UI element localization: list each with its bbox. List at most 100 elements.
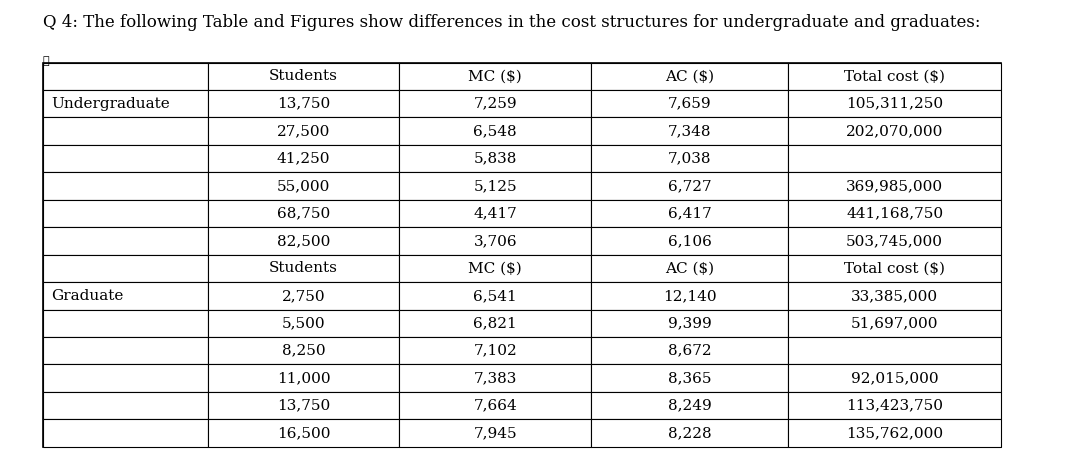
Bar (591, 392, 788, 419)
Text: 7,102: 7,102 (473, 344, 518, 358)
Text: 369,985,000: 369,985,000 (846, 179, 944, 193)
Bar (591, 63, 788, 90)
Bar (208, 392, 399, 419)
Text: 4,417: 4,417 (473, 206, 518, 220)
Text: 6,821: 6,821 (473, 316, 518, 330)
Text: MC ($): MC ($) (469, 69, 522, 83)
Text: 82,500: 82,500 (277, 234, 330, 248)
Bar (43, 90, 208, 118)
Bar (43, 337, 208, 364)
Bar (788, 419, 1001, 447)
Bar (591, 118, 788, 145)
Text: 5,838: 5,838 (474, 151, 517, 166)
Text: Students: Students (269, 69, 338, 83)
Bar (208, 419, 399, 447)
Bar (788, 310, 1001, 337)
Text: 11,000: 11,000 (277, 371, 330, 385)
Bar (208, 255, 399, 282)
Bar (591, 200, 788, 227)
Bar (208, 63, 399, 90)
Bar (591, 90, 788, 118)
Text: 8,249: 8,249 (668, 399, 711, 413)
Text: ➕: ➕ (43, 56, 49, 66)
Text: 2,750: 2,750 (282, 289, 325, 303)
Bar (591, 364, 788, 392)
Text: 6,417: 6,417 (668, 206, 711, 220)
Bar (43, 419, 208, 447)
Bar (43, 63, 208, 90)
Bar (208, 200, 399, 227)
Text: 7,348: 7,348 (668, 124, 711, 138)
Bar (208, 337, 399, 364)
Text: 441,168,750: 441,168,750 (846, 206, 944, 220)
Bar (208, 227, 399, 255)
Text: 5,125: 5,125 (474, 179, 517, 193)
Bar (43, 172, 208, 200)
Text: 13,750: 13,750 (277, 97, 330, 111)
Bar (43, 282, 208, 310)
Bar (43, 145, 208, 172)
Text: 105,311,250: 105,311,250 (846, 97, 944, 111)
Bar (208, 172, 399, 200)
Text: MC ($): MC ($) (469, 262, 522, 275)
Bar (591, 337, 788, 364)
Bar (788, 145, 1001, 172)
Bar (208, 145, 399, 172)
Text: 6,727: 6,727 (668, 179, 711, 193)
Bar (43, 364, 208, 392)
Text: AC ($): AC ($) (665, 69, 715, 83)
Bar (399, 337, 591, 364)
Text: 113,423,750: 113,423,750 (846, 399, 944, 413)
Bar (399, 172, 591, 200)
Text: 55,000: 55,000 (277, 179, 330, 193)
Text: 202,070,000: 202,070,000 (846, 124, 944, 138)
Text: 41,250: 41,250 (277, 151, 330, 166)
Text: 5,500: 5,500 (282, 316, 325, 330)
Bar (43, 392, 208, 419)
Bar (399, 255, 591, 282)
Text: 7,383: 7,383 (474, 371, 517, 385)
Bar (788, 255, 1001, 282)
Bar (788, 63, 1001, 90)
Bar (788, 337, 1001, 364)
Bar (591, 227, 788, 255)
Bar (788, 172, 1001, 200)
Text: 8,250: 8,250 (282, 344, 325, 358)
Text: 7,038: 7,038 (668, 151, 711, 166)
Text: 9,399: 9,399 (668, 316, 711, 330)
Bar (399, 145, 591, 172)
Text: 3,706: 3,706 (474, 234, 517, 248)
Text: Undergraduate: Undergraduate (51, 97, 169, 111)
Bar (399, 364, 591, 392)
Text: 7,945: 7,945 (474, 426, 517, 440)
Bar (788, 90, 1001, 118)
Bar (788, 118, 1001, 145)
Text: Total cost ($): Total cost ($) (845, 69, 945, 83)
Text: 6,548: 6,548 (474, 124, 517, 138)
Text: 8,228: 8,228 (668, 426, 711, 440)
Bar (43, 63, 1001, 447)
Text: Total cost ($): Total cost ($) (845, 262, 945, 275)
Bar (788, 200, 1001, 227)
Bar (591, 310, 788, 337)
Text: 7,259: 7,259 (474, 97, 517, 111)
Bar (43, 227, 208, 255)
Bar (591, 172, 788, 200)
Bar (591, 145, 788, 172)
Bar (208, 310, 399, 337)
Bar (399, 227, 591, 255)
Text: 6,541: 6,541 (473, 289, 518, 303)
Text: Students: Students (269, 262, 338, 275)
Text: 8,365: 8,365 (668, 371, 711, 385)
Text: Q 4: The following Table and Figures show differences in the cost structures for: Q 4: The following Table and Figures sho… (43, 14, 980, 31)
Bar (43, 118, 208, 145)
Text: 503,745,000: 503,745,000 (846, 234, 944, 248)
Bar (43, 200, 208, 227)
Bar (399, 419, 591, 447)
Bar (591, 419, 788, 447)
Bar (43, 310, 208, 337)
Bar (399, 90, 591, 118)
Text: 92,015,000: 92,015,000 (851, 371, 938, 385)
Text: 68,750: 68,750 (277, 206, 330, 220)
Text: 7,659: 7,659 (668, 97, 711, 111)
